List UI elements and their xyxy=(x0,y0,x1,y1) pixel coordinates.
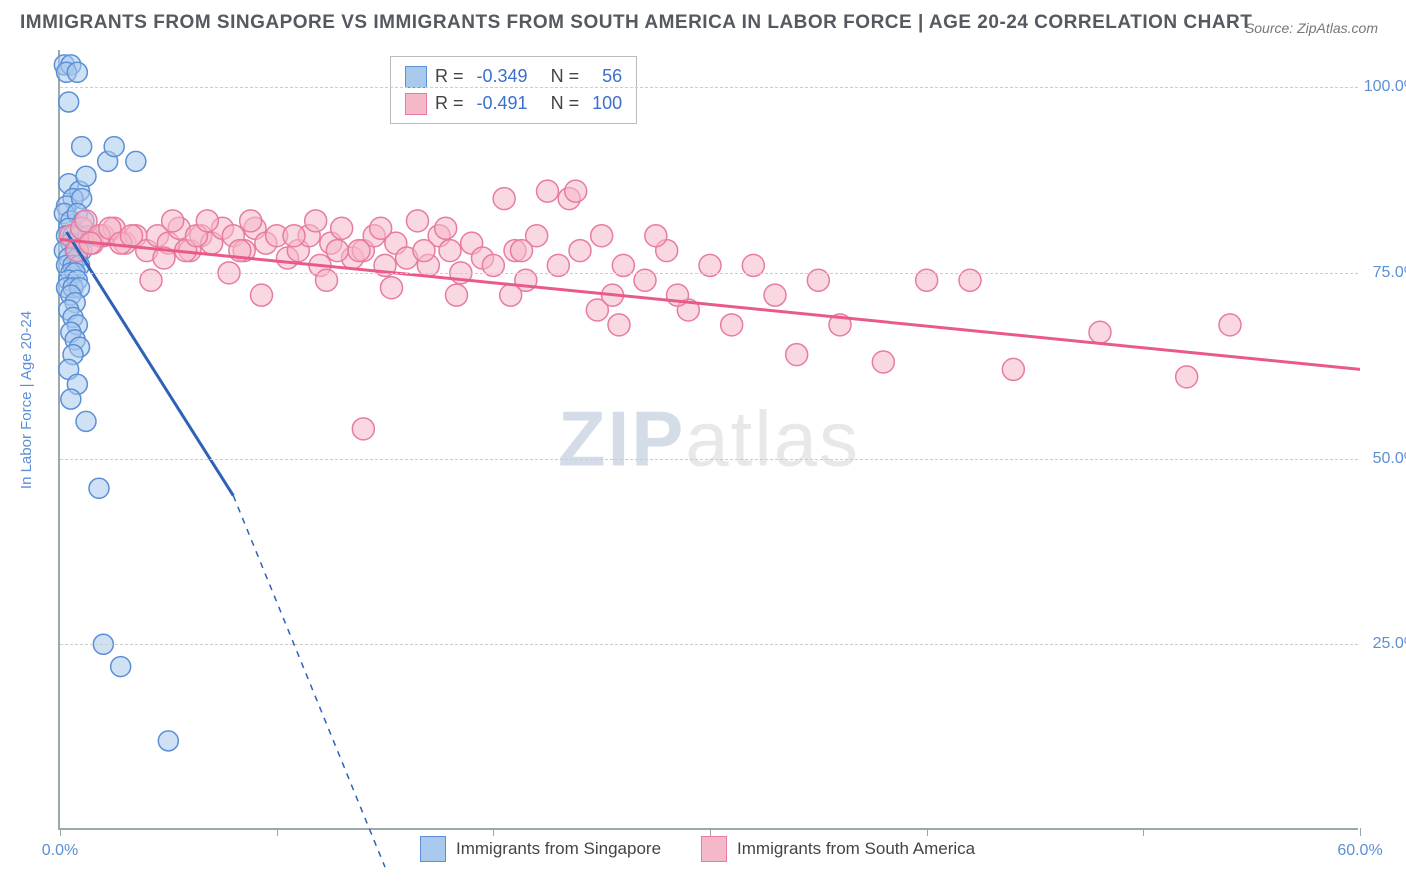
data-point xyxy=(61,389,81,409)
stats-r-label: R = xyxy=(435,90,469,117)
legend-item: Immigrants from Singapore xyxy=(420,836,661,862)
data-point xyxy=(348,240,370,262)
y-tick-label: 75.0% xyxy=(1363,264,1406,282)
x-tick xyxy=(1143,828,1144,836)
stats-row: R = -0.349 N = 56 xyxy=(405,63,622,90)
trend-line xyxy=(233,496,385,867)
grid-line xyxy=(60,459,1358,460)
x-tick-label: 0.0% xyxy=(42,842,78,860)
chart-container: IMMIGRANTS FROM SINGAPORE VS IMMIGRANTS … xyxy=(0,0,1406,892)
data-point xyxy=(1219,314,1241,336)
data-point xyxy=(283,225,305,247)
data-point xyxy=(764,284,786,306)
data-point xyxy=(721,314,743,336)
chart-title: IMMIGRANTS FROM SINGAPORE VS IMMIGRANTS … xyxy=(20,12,1252,34)
data-point xyxy=(413,240,435,262)
stats-n-label: N = xyxy=(536,63,585,90)
data-point xyxy=(158,731,178,751)
data-point xyxy=(493,188,515,210)
data-point xyxy=(331,217,353,239)
stats-r-label: R = xyxy=(435,63,469,90)
data-point xyxy=(76,411,96,431)
data-point xyxy=(326,240,348,262)
data-point xyxy=(565,180,587,202)
data-point xyxy=(352,418,374,440)
source-text: Source: ZipAtlas.com xyxy=(1245,20,1378,36)
stats-r-value: -0.491 xyxy=(477,90,528,117)
stats-swatch xyxy=(405,93,427,115)
x-tick xyxy=(60,828,61,836)
stats-n-value: 100 xyxy=(592,90,622,117)
data-point xyxy=(439,240,461,262)
data-point xyxy=(435,217,457,239)
grid-line xyxy=(60,273,1358,274)
data-point xyxy=(1089,321,1111,343)
y-tick-label: 100.0% xyxy=(1363,78,1406,96)
stats-swatch xyxy=(405,66,427,88)
data-point xyxy=(72,137,92,157)
data-point xyxy=(500,284,522,306)
stats-box: R = -0.349 N = 56R = -0.491 N = 100 xyxy=(390,56,637,124)
data-point xyxy=(111,657,131,677)
data-point xyxy=(196,210,218,232)
data-point xyxy=(305,210,327,232)
data-point xyxy=(591,225,613,247)
data-point xyxy=(511,240,533,262)
stats-row: R = -0.491 N = 100 xyxy=(405,90,622,117)
stats-n-label: N = xyxy=(536,90,585,117)
y-tick-label: 50.0% xyxy=(1363,450,1406,468)
data-point xyxy=(76,166,96,186)
grid-line xyxy=(60,87,1358,88)
data-point xyxy=(608,314,630,336)
data-point xyxy=(537,180,559,202)
legend-swatch xyxy=(701,836,727,862)
x-tick xyxy=(277,828,278,836)
data-point xyxy=(67,62,87,82)
data-point xyxy=(786,344,808,366)
data-point xyxy=(1002,358,1024,380)
data-point xyxy=(446,284,468,306)
data-point xyxy=(381,277,403,299)
data-point xyxy=(121,225,143,247)
data-point xyxy=(104,137,124,157)
grid-line xyxy=(60,644,1358,645)
data-point xyxy=(126,151,146,171)
bottom-legend: Immigrants from Singapore Immigrants from… xyxy=(420,836,975,862)
data-point xyxy=(407,210,429,232)
legend-label: Immigrants from South America xyxy=(737,839,975,859)
x-tick xyxy=(1360,828,1361,836)
legend-swatch xyxy=(420,836,446,862)
data-point xyxy=(1176,366,1198,388)
plot-area: ZIPatlas R = -0.349 N = 56R = -0.491 N =… xyxy=(58,50,1358,830)
x-tick-label: 60.0% xyxy=(1337,842,1382,860)
data-point xyxy=(89,478,109,498)
legend-label: Immigrants from Singapore xyxy=(456,839,661,859)
data-point xyxy=(645,225,667,247)
x-tick xyxy=(927,828,928,836)
legend-item: Immigrants from South America xyxy=(701,836,975,862)
y-axis-label: In Labor Force | Age 20-24 xyxy=(18,311,35,489)
data-point xyxy=(251,284,273,306)
stats-n-value: 56 xyxy=(592,63,622,90)
data-point xyxy=(162,210,184,232)
data-point xyxy=(240,210,262,232)
data-point xyxy=(872,351,894,373)
data-point xyxy=(59,92,79,112)
stats-r-value: -0.349 xyxy=(477,63,528,90)
plot-svg xyxy=(60,50,1358,828)
y-tick-label: 25.0% xyxy=(1363,635,1406,653)
data-point xyxy=(569,240,591,262)
data-point xyxy=(370,217,392,239)
x-tick xyxy=(710,828,711,836)
x-tick xyxy=(493,828,494,836)
